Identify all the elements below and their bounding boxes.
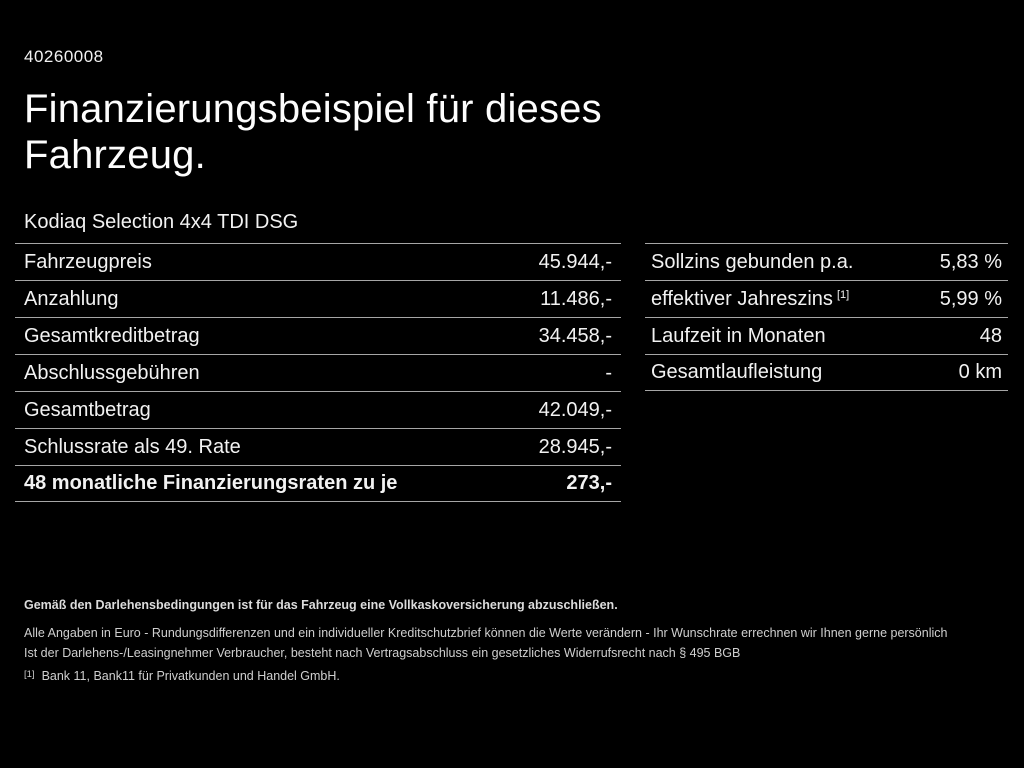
financing-table-right: Sollzins gebunden p.a. 5,83 % effektiver… <box>645 243 1008 391</box>
row-gesamtbetrag: Gesamtbetrag 42.049,- <box>15 391 621 428</box>
row-value: 48 <box>979 324 1002 347</box>
row-label: Laufzeit in Monaten <box>651 324 826 347</box>
page-title: Finanzierungsbeispiel für dieses Fahrzeu… <box>24 86 602 178</box>
footnote-angaben: Alle Angaben in Euro - Rundungsdifferenz… <box>24 626 948 640</box>
row-value: 28.945,- <box>538 435 612 458</box>
row-value: 45.944,- <box>538 250 612 273</box>
row-monatliche-raten: 48 monatliche Finanzierungsraten zu je 2… <box>15 465 621 502</box>
row-value: - <box>605 361 612 384</box>
row-label: Fahrzeugpreis <box>24 250 152 273</box>
listing-id: 40260008 <box>24 47 104 66</box>
footnote-ref-marker: [1] <box>836 288 850 301</box>
financing-table-left: Fahrzeugpreis 45.944,- Anzahlung 11.486,… <box>15 243 621 502</box>
footnote-vollkasko: Gemäß den Darlehensbedingungen ist für d… <box>24 598 618 612</box>
row-label: effektiver Jahreszins [1] <box>651 287 850 310</box>
row-abschlussgebuehren: Abschlussgebühren - <box>15 354 621 391</box>
row-label: Abschlussgebühren <box>24 361 200 384</box>
row-label: Gesamtbetrag <box>24 398 151 421</box>
row-label: 48 monatliche Finanzierungsraten zu je <box>24 472 398 494</box>
row-value: 5,83 % <box>939 250 1002 273</box>
footnote-marker: [1] <box>24 669 35 680</box>
footnote-bank-text: Bank 11, Bank11 für Privatkunden und Han… <box>41 669 340 683</box>
row-gesamtlaufleistung: Gesamtlaufleistung 0 km <box>645 354 1008 391</box>
row-sollzins: Sollzins gebunden p.a. 5,83 % <box>645 243 1008 280</box>
row-fahrzeugpreis: Fahrzeugpreis 45.944,- <box>15 243 621 280</box>
footnote-bank: [1] Bank 11, Bank11 für Privatkunden und … <box>24 669 1004 683</box>
row-value: 5,99 % <box>939 287 1002 310</box>
row-value: 34.458,- <box>538 324 612 347</box>
row-effektiver-jahreszins: effektiver Jahreszins [1] 5,99 % <box>645 280 1008 317</box>
page-title-line2: Fahrzeug. <box>24 133 206 177</box>
row-label: Sollzins gebunden p.a. <box>651 250 854 273</box>
row-label: Anzahlung <box>24 287 119 310</box>
row-value: 0 km <box>958 361 1002 383</box>
row-label: Gesamtkreditbetrag <box>24 324 200 347</box>
row-value: 273,- <box>566 472 612 494</box>
footnote-widerrufsrecht: Ist der Darlehens-/Leasingnehmer Verbrau… <box>24 646 741 660</box>
row-label: Schlussrate als 49. Rate <box>24 435 241 458</box>
row-value: 42.049,- <box>538 398 612 421</box>
row-anzahlung: Anzahlung 11.486,- <box>15 280 621 317</box>
row-gesamtkreditbetrag: Gesamtkreditbetrag 34.458,- <box>15 317 621 354</box>
vehicle-name: Kodiaq Selection 4x4 TDI DSG <box>24 211 299 233</box>
row-laufzeit: Laufzeit in Monaten 48 <box>645 317 1008 354</box>
row-schlussrate: Schlussrate als 49. Rate 28.945,- <box>15 428 621 465</box>
row-label: Gesamtlaufleistung <box>651 361 823 383</box>
row-value: 11.486,- <box>540 287 612 310</box>
page-title-line1: Finanzierungsbeispiel für dieses <box>24 87 602 131</box>
